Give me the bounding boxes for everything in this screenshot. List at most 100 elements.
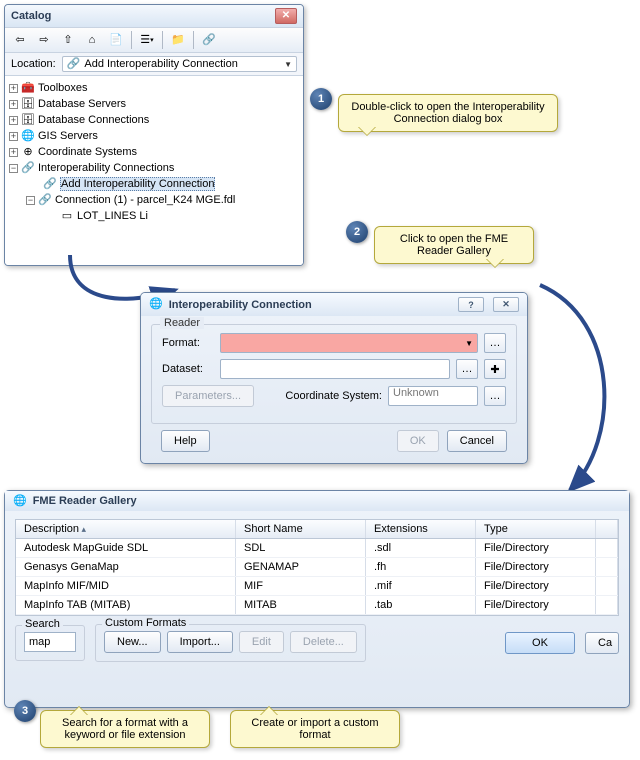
- coord-input[interactable]: Unknown: [388, 386, 478, 406]
- catalog-titlebar: Catalog ✕: [5, 5, 303, 27]
- fme-window: 🌐 FME Reader Gallery Description Short N…: [4, 490, 630, 708]
- fme-table-head[interactable]: Description Short Name Extensions Type: [16, 520, 618, 539]
- tree-toggle[interactable]: +: [9, 116, 18, 125]
- ok-button[interactable]: OK: [397, 430, 439, 452]
- tree-toggle[interactable]: +: [9, 84, 18, 93]
- tree-toggle[interactable]: +: [9, 100, 18, 109]
- col-shortname[interactable]: Short Name: [236, 520, 366, 538]
- new-button[interactable]: New...: [104, 631, 161, 653]
- cancel-button[interactable]: Cancel: [447, 430, 507, 452]
- tree-item-icon: ▭: [60, 209, 74, 223]
- search-label: Search: [22, 618, 63, 630]
- back-icon[interactable]: ⇦: [11, 31, 29, 49]
- format-label: Format:: [162, 337, 214, 349]
- callout-4: Create or import a custom format: [230, 710, 400, 748]
- interop-icon: 🔗: [67, 59, 81, 70]
- edit-button[interactable]: Edit: [239, 631, 284, 653]
- tree-row[interactable]: ▭LOT_LINES Li: [9, 208, 299, 224]
- dataset-browse-button[interactable]: …: [456, 359, 478, 379]
- parameters-button[interactable]: Parameters...: [162, 385, 254, 407]
- refresh-icon[interactable]: 📄: [107, 31, 125, 49]
- tree-item-label: Toolboxes: [38, 82, 88, 94]
- tree-item-label: Connection (1) - parcel_K24 MGE.fdl: [55, 194, 235, 206]
- ok-button[interactable]: OK: [505, 632, 575, 654]
- up-icon[interactable]: ⇧: [59, 31, 77, 49]
- tree-row[interactable]: −🔗Connection (1) - parcel_K24 MGE.fdl: [9, 192, 299, 208]
- search-input[interactable]: [24, 632, 76, 652]
- table-cell: .tab: [366, 596, 476, 614]
- dataset-input[interactable]: [220, 359, 450, 379]
- table-cell: MITAB: [236, 596, 366, 614]
- dataset-label: Dataset:: [162, 363, 214, 375]
- tree-row[interactable]: −🔗Interoperability Connections: [9, 160, 299, 176]
- forward-icon[interactable]: ⇨: [35, 31, 53, 49]
- tree-toggle[interactable]: −: [26, 196, 35, 205]
- interop-window: 🌐 Interoperability Connection ? ✕ Reader…: [140, 292, 528, 464]
- table-cell: MIF: [236, 577, 366, 595]
- custom-formats-group: Custom Formats New... Import... Edit Del…: [95, 624, 366, 662]
- location-label: Location:: [11, 58, 56, 70]
- badge-1: 1: [310, 88, 332, 110]
- tree-row[interactable]: +🗄Database Connections: [9, 112, 299, 128]
- tree-row[interactable]: +🧰Toolboxes: [9, 80, 299, 96]
- catalog-tree: +🧰Toolboxes+🗄Database Servers+🗄Database …: [5, 76, 303, 256]
- tree-item-icon: 🌐: [21, 129, 35, 143]
- list-view-icon[interactable]: ☰▾: [138, 31, 156, 49]
- col-type[interactable]: Type: [476, 520, 596, 538]
- table-cell: GENAMAP: [236, 558, 366, 576]
- tree-toggle[interactable]: +: [9, 132, 18, 141]
- table-cell: .fh: [366, 558, 476, 576]
- tree-row[interactable]: 🔗Add Interoperability Connection: [9, 176, 299, 192]
- table-row[interactable]: Autodesk MapGuide SDLSDL.sdlFile/Directo…: [16, 539, 618, 558]
- close-icon[interactable]: ✕: [493, 297, 519, 312]
- tree-item-icon: 🔗: [43, 177, 57, 191]
- table-cell: .mif: [366, 577, 476, 595]
- interop-title: Interoperability Connection: [169, 299, 312, 311]
- interop-titlebar: 🌐 Interoperability Connection ? ✕: [141, 293, 527, 316]
- location-value: Add Interoperability Connection: [84, 58, 237, 70]
- format-browse-button[interactable]: …: [484, 333, 506, 353]
- table-cell: File/Directory: [476, 577, 596, 595]
- callout-4-text: Create or import a custom format: [251, 717, 378, 741]
- table-cell: Autodesk MapGuide SDL: [16, 539, 236, 557]
- location-field[interactable]: 🔗 Add Interoperability Connection ▼: [62, 56, 297, 72]
- callout-1: Double-click to open the Interoperabilit…: [338, 94, 558, 132]
- home-icon[interactable]: ⌂: [83, 31, 101, 49]
- table-cell: File/Directory: [476, 558, 596, 576]
- tree-row[interactable]: +🌐GIS Servers: [9, 128, 299, 144]
- catalog-toolbar: ⇦ ⇨ ⇧ ⌂ 📄 ☰▾ 📁 🔗: [5, 27, 303, 53]
- coord-browse-button[interactable]: …: [484, 386, 506, 406]
- connect-icon[interactable]: 🔗: [200, 31, 218, 49]
- col-extensions[interactable]: Extensions: [366, 520, 476, 538]
- delete-button[interactable]: Delete...: [290, 631, 357, 653]
- callout-2: Click to open the FME Reader Gallery: [374, 226, 534, 264]
- tree-item-label: GIS Servers: [38, 130, 98, 142]
- tree-item-label: Interoperability Connections: [38, 162, 174, 174]
- tree-item-icon: 🧰: [21, 81, 35, 95]
- table-cell: File/Directory: [476, 539, 596, 557]
- cancel-button[interactable]: Ca: [585, 632, 619, 654]
- tree-toggle[interactable]: −: [9, 164, 18, 173]
- import-button[interactable]: Import...: [167, 631, 233, 653]
- dataset-add-button[interactable]: ✚: [484, 359, 506, 379]
- help-icon[interactable]: ?: [458, 297, 484, 312]
- new-folder-icon[interactable]: 📁: [169, 31, 187, 49]
- tree-toggle[interactable]: +: [9, 148, 18, 157]
- tree-row[interactable]: +🗄Database Servers: [9, 96, 299, 112]
- chevron-down-icon[interactable]: ▼: [284, 60, 292, 69]
- table-cell: Genasys GenaMap: [16, 558, 236, 576]
- help-button[interactable]: Help: [161, 430, 210, 452]
- table-row[interactable]: MapInfo TAB (MITAB)MITAB.tabFile/Directo…: [16, 596, 618, 615]
- callout-3-text: Search for a format with a keyword or fi…: [62, 717, 188, 741]
- tree-item-icon: 🗄: [21, 113, 35, 127]
- table-cell: .sdl: [366, 539, 476, 557]
- tree-item-icon: 🔗: [38, 193, 52, 207]
- callout-1-text: Double-click to open the Interoperabilit…: [351, 101, 544, 125]
- close-icon[interactable]: ✕: [275, 8, 297, 24]
- col-description[interactable]: Description: [16, 520, 236, 538]
- table-row[interactable]: MapInfo MIF/MIDMIF.mifFile/Directory: [16, 577, 618, 596]
- tree-row[interactable]: +⊕Coordinate Systems: [9, 144, 299, 160]
- table-row[interactable]: Genasys GenaMapGENAMAP.fhFile/Directory: [16, 558, 618, 577]
- fme-table: Description Short Name Extensions Type A…: [15, 519, 619, 616]
- format-combo[interactable]: ▼: [220, 333, 478, 353]
